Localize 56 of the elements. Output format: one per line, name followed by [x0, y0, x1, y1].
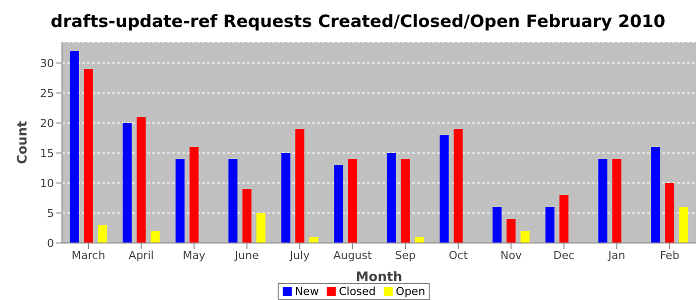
x-tick-label: July	[288, 248, 310, 262]
bar	[545, 207, 554, 243]
bar	[295, 129, 304, 243]
bar	[492, 207, 502, 243]
bar	[190, 147, 199, 243]
chart-title: drafts-update-ref Requests Created/Closed/Open February 2010	[50, 11, 666, 34]
x-tick-label: Jan	[607, 248, 626, 262]
y-tick-label: 5	[47, 206, 54, 220]
x-tick-label: Dec	[553, 248, 575, 262]
bar	[334, 165, 344, 243]
x-tick-label: August	[333, 248, 373, 262]
y-tick-label: 20	[40, 116, 54, 130]
x-axis-title: Month	[356, 270, 402, 285]
bar	[506, 219, 516, 243]
bar	[679, 207, 688, 243]
bar	[150, 231, 160, 243]
bar	[98, 225, 107, 243]
bar	[386, 153, 396, 243]
x-tick-label: March	[72, 248, 106, 262]
x-tick-label: Sep	[395, 248, 416, 262]
bar	[242, 189, 252, 243]
bar	[122, 123, 132, 243]
y-tick-label: 15	[40, 146, 54, 160]
x-tick-label: Oct	[448, 248, 468, 262]
y-tick-label: 0	[47, 236, 54, 250]
bar	[281, 153, 290, 243]
bar	[454, 129, 463, 243]
bar	[414, 237, 424, 243]
x-tick-label: Feb	[660, 248, 680, 262]
bar	[651, 147, 660, 243]
bar	[176, 159, 185, 243]
bar	[598, 159, 608, 243]
bar	[559, 195, 568, 243]
x-tick-label: April	[128, 248, 154, 262]
x-tick-label: June	[234, 248, 260, 262]
y-tick-label: 10	[40, 176, 54, 190]
y-axis-title: Count	[16, 120, 31, 164]
legend-label: New	[294, 285, 319, 298]
bar	[440, 135, 449, 243]
bar	[256, 213, 266, 243]
bar	[228, 159, 238, 243]
bar	[70, 51, 79, 243]
bar	[612, 159, 622, 243]
y-tick-label: 25	[40, 86, 54, 100]
bar	[136, 117, 146, 243]
bar	[309, 237, 318, 243]
x-tick-label: Nov	[500, 248, 522, 262]
bar	[400, 159, 410, 243]
y-tick-label: 30	[40, 56, 54, 70]
bar	[665, 183, 674, 243]
bar	[520, 231, 530, 243]
legend-label: Open	[396, 285, 426, 298]
x-tick-label: May	[182, 248, 206, 262]
bar	[348, 159, 358, 243]
bar	[84, 69, 93, 243]
legend-label: Closed	[338, 285, 376, 298]
